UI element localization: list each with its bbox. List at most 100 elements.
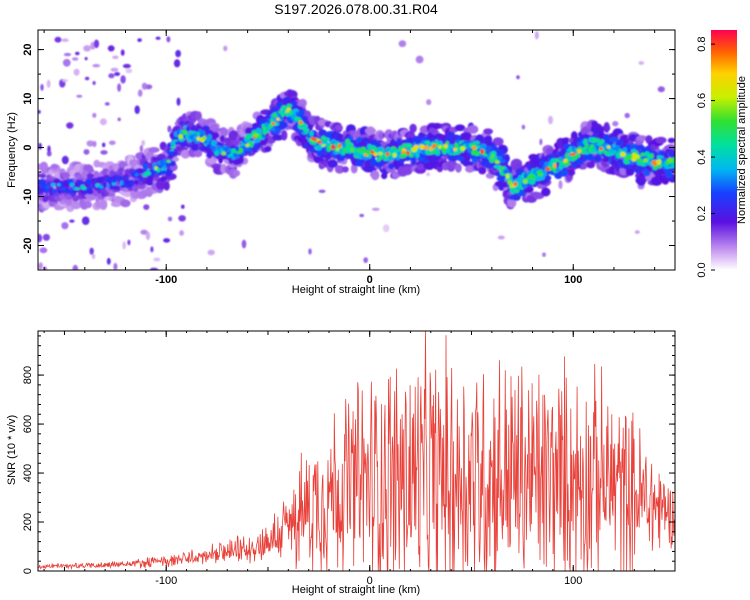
spectrogram-cell (365, 150, 371, 155)
spectrogram-cell (196, 136, 201, 141)
spectrogram-cell (409, 123, 417, 133)
spectrogram-cell (653, 162, 657, 167)
spectrogram-cell (376, 158, 381, 162)
snr-x-tick-label: 100 (564, 575, 582, 587)
spectrogram-cell (516, 75, 520, 80)
spectrogram-cell (401, 166, 413, 176)
spectrogram-x-tick-label: 100 (564, 274, 582, 286)
spectrogram-cell (657, 86, 665, 93)
spectrogram-x-tick-label: -100 (155, 274, 177, 286)
colorbar-tick-label: 0.2 (696, 206, 708, 221)
spectrogram-cell (388, 153, 394, 157)
spectrogram-cell (628, 154, 633, 159)
spectrogram-cell (134, 105, 140, 114)
spectrogram-cell (153, 257, 161, 262)
spectrogram-cell (378, 132, 385, 139)
spectrogram-cell (44, 185, 51, 190)
spectrogram-cell (509, 183, 514, 189)
spectrogram-cell (443, 144, 448, 149)
spectrogram-cell (335, 147, 340, 151)
spectrogram-cell (337, 143, 342, 149)
spectrogram-cell (623, 162, 631, 170)
spectrogram-cell (518, 179, 523, 184)
spectrogram-cell (670, 162, 675, 169)
spectrogram-cell (114, 72, 121, 76)
spectrogram-cell (120, 199, 131, 208)
spectrogram-cell (408, 153, 414, 158)
spectrogram-cell (634, 230, 640, 234)
spectrogram-cell (111, 181, 116, 186)
spectrogram-cell (561, 161, 567, 166)
spectrogram-cell (120, 49, 125, 56)
spectrogram-cell (42, 233, 51, 241)
spectrogram-cell (122, 241, 126, 250)
spectrogram-cell (69, 182, 75, 187)
snr-series-line (38, 331, 675, 571)
spectrogram-cell (73, 68, 80, 76)
spectrogram-cell (39, 173, 47, 179)
spectrogram-cell (167, 216, 173, 222)
spectrogram-cell (108, 192, 116, 197)
spectrogram-cell (89, 247, 94, 255)
spectrogram-cell (467, 147, 472, 153)
spectrogram-cell (649, 153, 654, 159)
spectrogram-cell (244, 145, 251, 151)
spectrogram-cell (241, 143, 246, 147)
spectrogram-cell (38, 262, 43, 270)
spectrogram-cell (415, 55, 424, 64)
spectrogram-cell (150, 246, 154, 253)
spectrogram-cell (163, 181, 170, 191)
snr-x-tick-label: 0 (367, 575, 373, 587)
colorbar-tick-label: 0.4 (696, 149, 708, 164)
spectrogram-cell (563, 158, 568, 163)
spectrogram-cell (118, 175, 124, 180)
spectrogram-cell (308, 248, 312, 255)
spectrogram-cell (557, 138, 564, 149)
spectrogram-cell (173, 59, 181, 68)
spectrogram-cell (317, 140, 323, 144)
spectrogram-cell (342, 166, 349, 173)
spectrogram-cell (616, 139, 624, 146)
spectrogram-cell (638, 61, 645, 65)
spectrogram-cell (166, 160, 171, 163)
spectrogram-cell (437, 134, 447, 139)
spectrogram-cell (61, 79, 69, 82)
spectrogram-cell (421, 140, 426, 146)
spectrogram-cell (529, 162, 536, 169)
spectrogram-x-axis: -100 0 100 (43, 30, 656, 286)
spectrogram-y-tick-label: 20 (22, 43, 34, 55)
spectrogram-cell (156, 167, 161, 173)
spectrogram-cell (86, 188, 94, 195)
spectrogram-cell (615, 145, 621, 151)
spectrogram-cell (175, 141, 182, 145)
spectrogram-cell (249, 142, 254, 148)
spectrogram-cell (145, 231, 151, 241)
spectrogram-cell (288, 109, 293, 116)
spectrogram-cell (423, 161, 435, 171)
colorbar-tick-label: 0.6 (696, 93, 708, 108)
spectrogram-cell (38, 142, 42, 150)
spectrogram-cell (140, 229, 148, 235)
spectrogram-cell (373, 152, 378, 157)
spectrogram-cell (507, 198, 517, 208)
spectrogram-cell (505, 173, 510, 179)
figure-title: S197.2026.078.00.31.R04 (274, 1, 438, 17)
spectrogram-cell (232, 169, 241, 177)
spectrogram-cell (467, 124, 479, 134)
spectrogram-cell (577, 149, 582, 154)
spectrogram-cell (580, 163, 588, 170)
spectrogram-cell (377, 151, 383, 156)
spectrogram-cell (264, 146, 272, 152)
spectrogram-y-tick-label: -20 (22, 238, 34, 254)
spectrogram-cell (320, 153, 327, 159)
spectrogram-cell (193, 149, 203, 158)
spectrogram-cell (163, 238, 171, 243)
spectrogram-cell (228, 130, 239, 141)
spectrogram-cell (309, 130, 314, 137)
spectrogram-cell (241, 239, 247, 249)
spectrogram-cell (122, 63, 131, 69)
spectrogram-cell (185, 125, 191, 132)
spectrogram-cell (253, 138, 261, 143)
spectrogram-cell (363, 257, 369, 263)
spectrogram-cell (522, 178, 528, 184)
